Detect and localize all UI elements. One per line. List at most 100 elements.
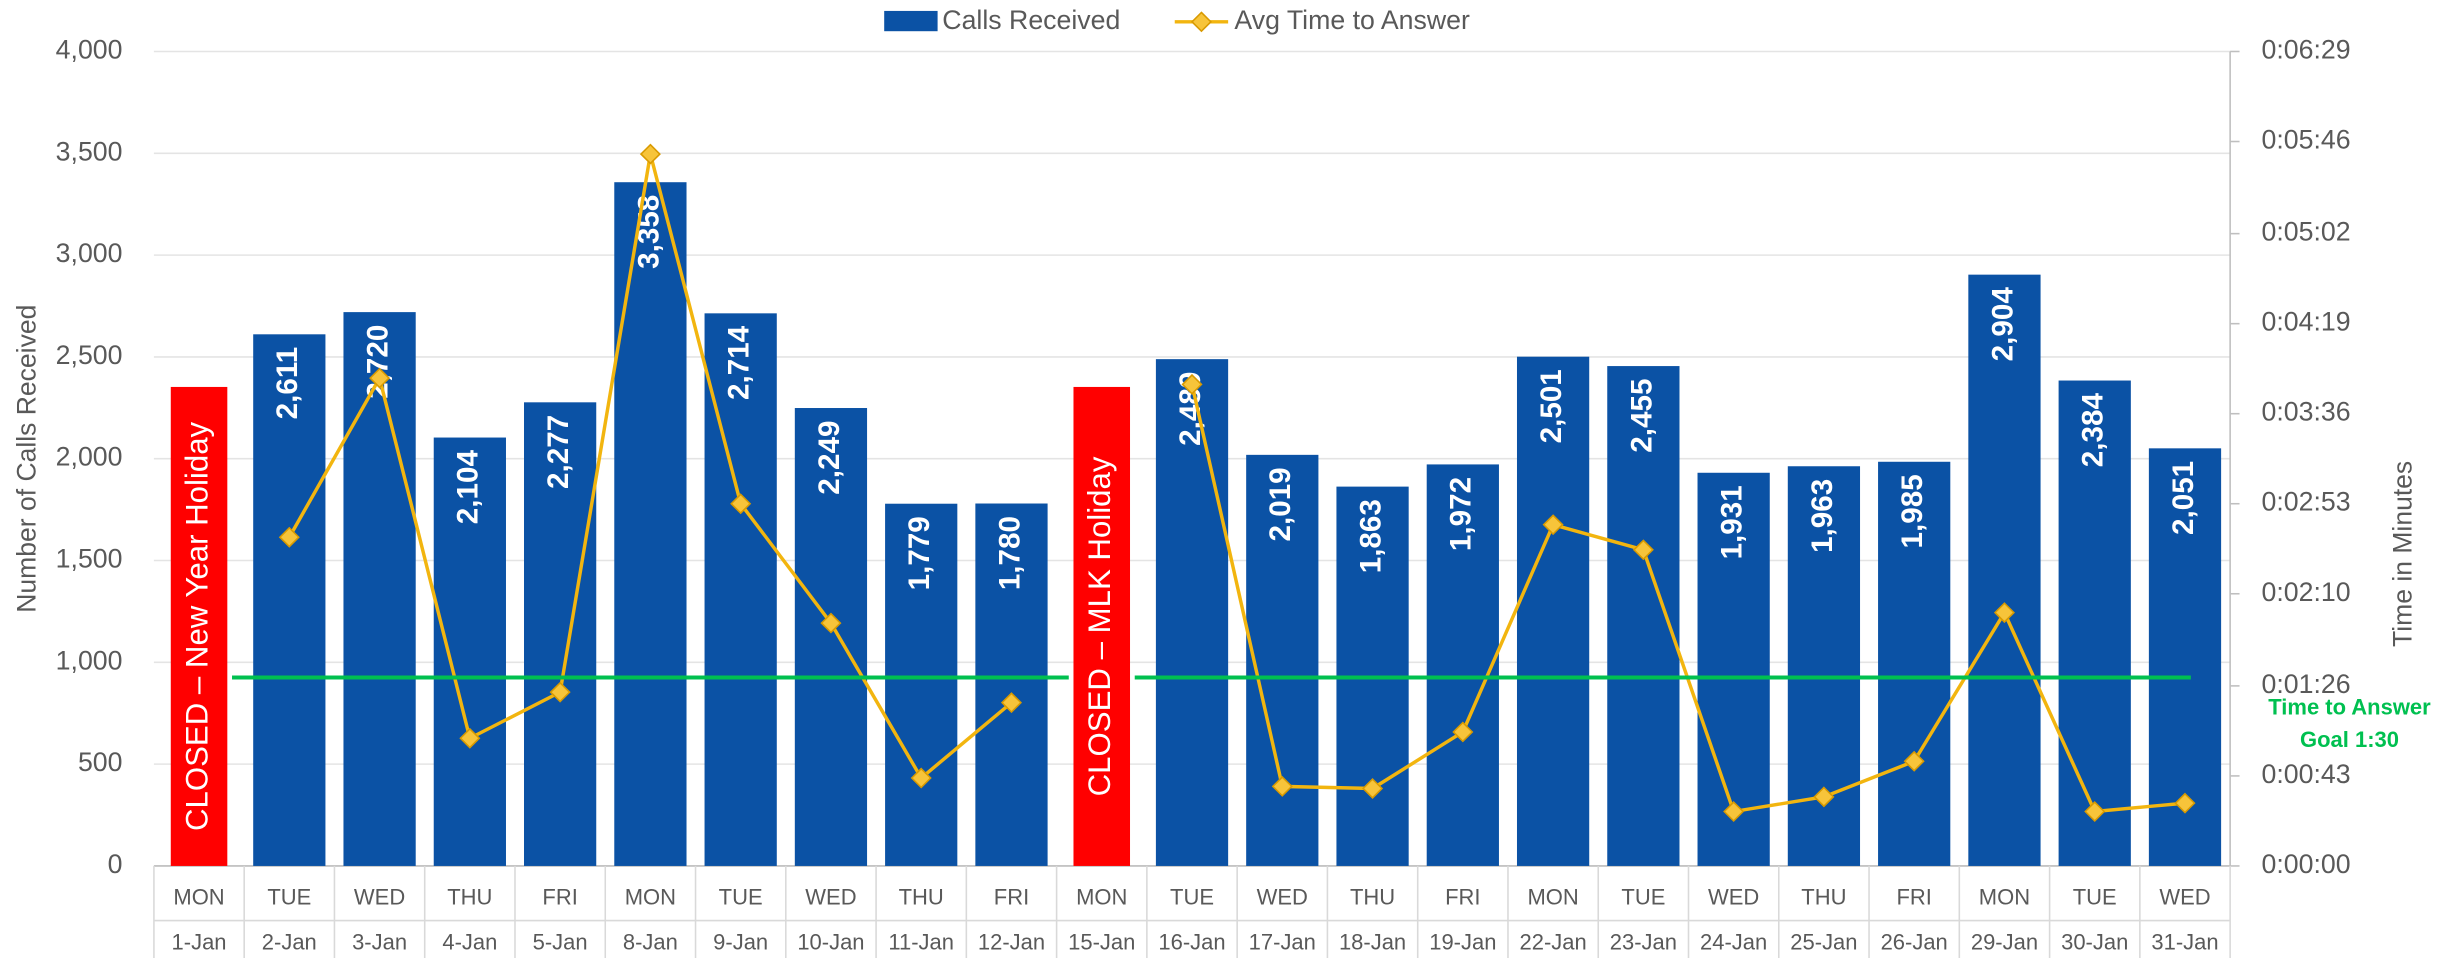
line-marker	[1723, 801, 1745, 822]
line-marker	[1000, 692, 1023, 714]
bar-value-label: 2,277	[542, 415, 575, 489]
x-tick-label: 1-Jan	[172, 930, 227, 955]
bar-value-label: 2,384	[2077, 393, 2110, 468]
x-tick-label: 29-Jan	[1971, 930, 2038, 955]
y2-tick-label: 0:00:43	[2262, 759, 2351, 789]
x-tick-label: 19-Jan	[1429, 930, 1496, 955]
legend-marker	[1190, 11, 1212, 33]
x-weekday-label: FRI	[542, 885, 577, 910]
line-marker	[1362, 778, 1384, 799]
x-weekday-label: WED	[2159, 885, 2210, 910]
bar	[1426, 464, 1499, 866]
bar-value-label: 2,904	[1986, 287, 2019, 362]
y2-tick-label: 0:01:26	[2262, 669, 2351, 699]
line-marker	[459, 727, 481, 749]
x-tick-label: 31-Jan	[2151, 930, 2218, 955]
x-weekday-label: TUE	[1621, 885, 1665, 910]
x-weekday-label: THU	[447, 885, 492, 910]
line-marker	[639, 143, 661, 165]
y-tick-label: 3,000	[56, 238, 123, 268]
legend-label: Avg Time to Answer	[1234, 5, 1470, 35]
y2-tick-label: 0:06:29	[2262, 35, 2351, 65]
bar	[524, 402, 597, 866]
x-weekday-label: WED	[354, 885, 405, 910]
line-marker	[2174, 792, 2196, 814]
bar	[1697, 472, 1770, 866]
bar	[1516, 356, 1590, 866]
line-marker	[730, 493, 752, 515]
x-tick-label: 17-Jan	[1249, 930, 1316, 955]
y2-tick-label: 0:02:53	[2262, 487, 2351, 517]
x-tick-label: 12-Jan	[978, 930, 1045, 955]
bar	[343, 312, 416, 866]
closed-bar	[170, 386, 228, 866]
x-tick-label: 16-Jan	[1158, 930, 1225, 955]
x-tick-label: 25-Jan	[1790, 930, 1857, 955]
y-tick-label: 3,500	[56, 136, 123, 166]
y-tick-label: 1,000	[56, 645, 123, 675]
bar-value-label: 1,985	[1896, 474, 1929, 548]
bar-value-label: 1,963	[1806, 479, 1839, 553]
x-tick-label: 30-Jan	[2061, 930, 2128, 955]
bar	[2058, 380, 2131, 866]
line-marker	[2084, 801, 2106, 822]
bar-value-label: 1,972	[1445, 477, 1478, 551]
x-tick-label: 4-Jan	[442, 930, 497, 955]
y-tick-label: 1,500	[56, 544, 123, 574]
bar-value-label: 1,863	[1354, 499, 1387, 573]
x-tick-label: 24-Jan	[1700, 930, 1767, 955]
bar	[975, 503, 1048, 866]
x-tick-label: 2-Jan	[262, 930, 317, 955]
x-weekday-label: FRI	[1896, 885, 1931, 910]
bar	[253, 334, 326, 866]
line-marker	[1813, 786, 1835, 808]
line-marker	[549, 681, 571, 703]
bar-value-label: 2,104	[452, 450, 485, 525]
y2-tick-label: 0:05:46	[2262, 125, 2351, 155]
bar-value-label: 2,720	[361, 325, 394, 399]
x-weekday-label: MON	[1527, 885, 1578, 910]
y-tick-label: 2,000	[56, 442, 123, 472]
bar-value-label: 1,779	[903, 516, 936, 590]
goal-label: Time to Answer	[2268, 695, 2431, 720]
x-weekday-label: THU	[1801, 885, 1846, 910]
closed-label: CLOSED – New Year Holiday	[179, 421, 214, 831]
x-weekday-label: WED	[1708, 885, 1759, 910]
x-weekday-label: TUE	[719, 885, 763, 910]
x-tick-label: 8-Jan	[623, 930, 678, 955]
x-weekday-label: FRI	[1445, 885, 1480, 910]
bar-value-label: 1,931	[1715, 485, 1748, 559]
x-tick-label: 5-Jan	[533, 930, 588, 955]
line-marker	[1452, 721, 1474, 743]
x-weekday-label: WED	[1257, 885, 1308, 910]
y2-axis-title: Time in Minutes	[2387, 461, 2417, 647]
bar-value-label: 1,780	[993, 516, 1026, 590]
bar	[885, 503, 958, 866]
line-marker	[1181, 373, 1203, 395]
bar	[433, 437, 506, 866]
y-tick-label: 4,000	[56, 35, 123, 65]
legend-label: Calls Received	[942, 5, 1120, 35]
line-marker	[369, 367, 391, 389]
line-marker	[910, 767, 932, 789]
x-weekday-label: TUE	[2073, 885, 2117, 910]
x-weekday-label: THU	[1350, 885, 1395, 910]
x-tick-label: 22-Jan	[1519, 930, 1586, 955]
y2-tick-label: 0:03:36	[2262, 397, 2351, 427]
x-weekday-label: MON	[173, 885, 224, 910]
x-weekday-label: MON	[1076, 885, 1127, 910]
bar	[1968, 274, 2041, 866]
x-weekday-label: FRI	[994, 885, 1029, 910]
line-marker	[1903, 750, 1925, 772]
line-marker	[278, 526, 300, 548]
bar-value-label: 2,501	[1535, 369, 1568, 443]
x-weekday-label: MON	[1979, 885, 2030, 910]
x-weekday-label: WED	[805, 885, 856, 910]
y-tick-label: 500	[78, 747, 123, 777]
legend-swatch	[884, 10, 938, 32]
x-weekday-label: THU	[899, 885, 944, 910]
x-weekday-label: TUE	[267, 885, 311, 910]
closed-label: CLOSED – MLK Holiday	[1082, 456, 1117, 796]
y-tick-label: 2,500	[56, 340, 123, 370]
